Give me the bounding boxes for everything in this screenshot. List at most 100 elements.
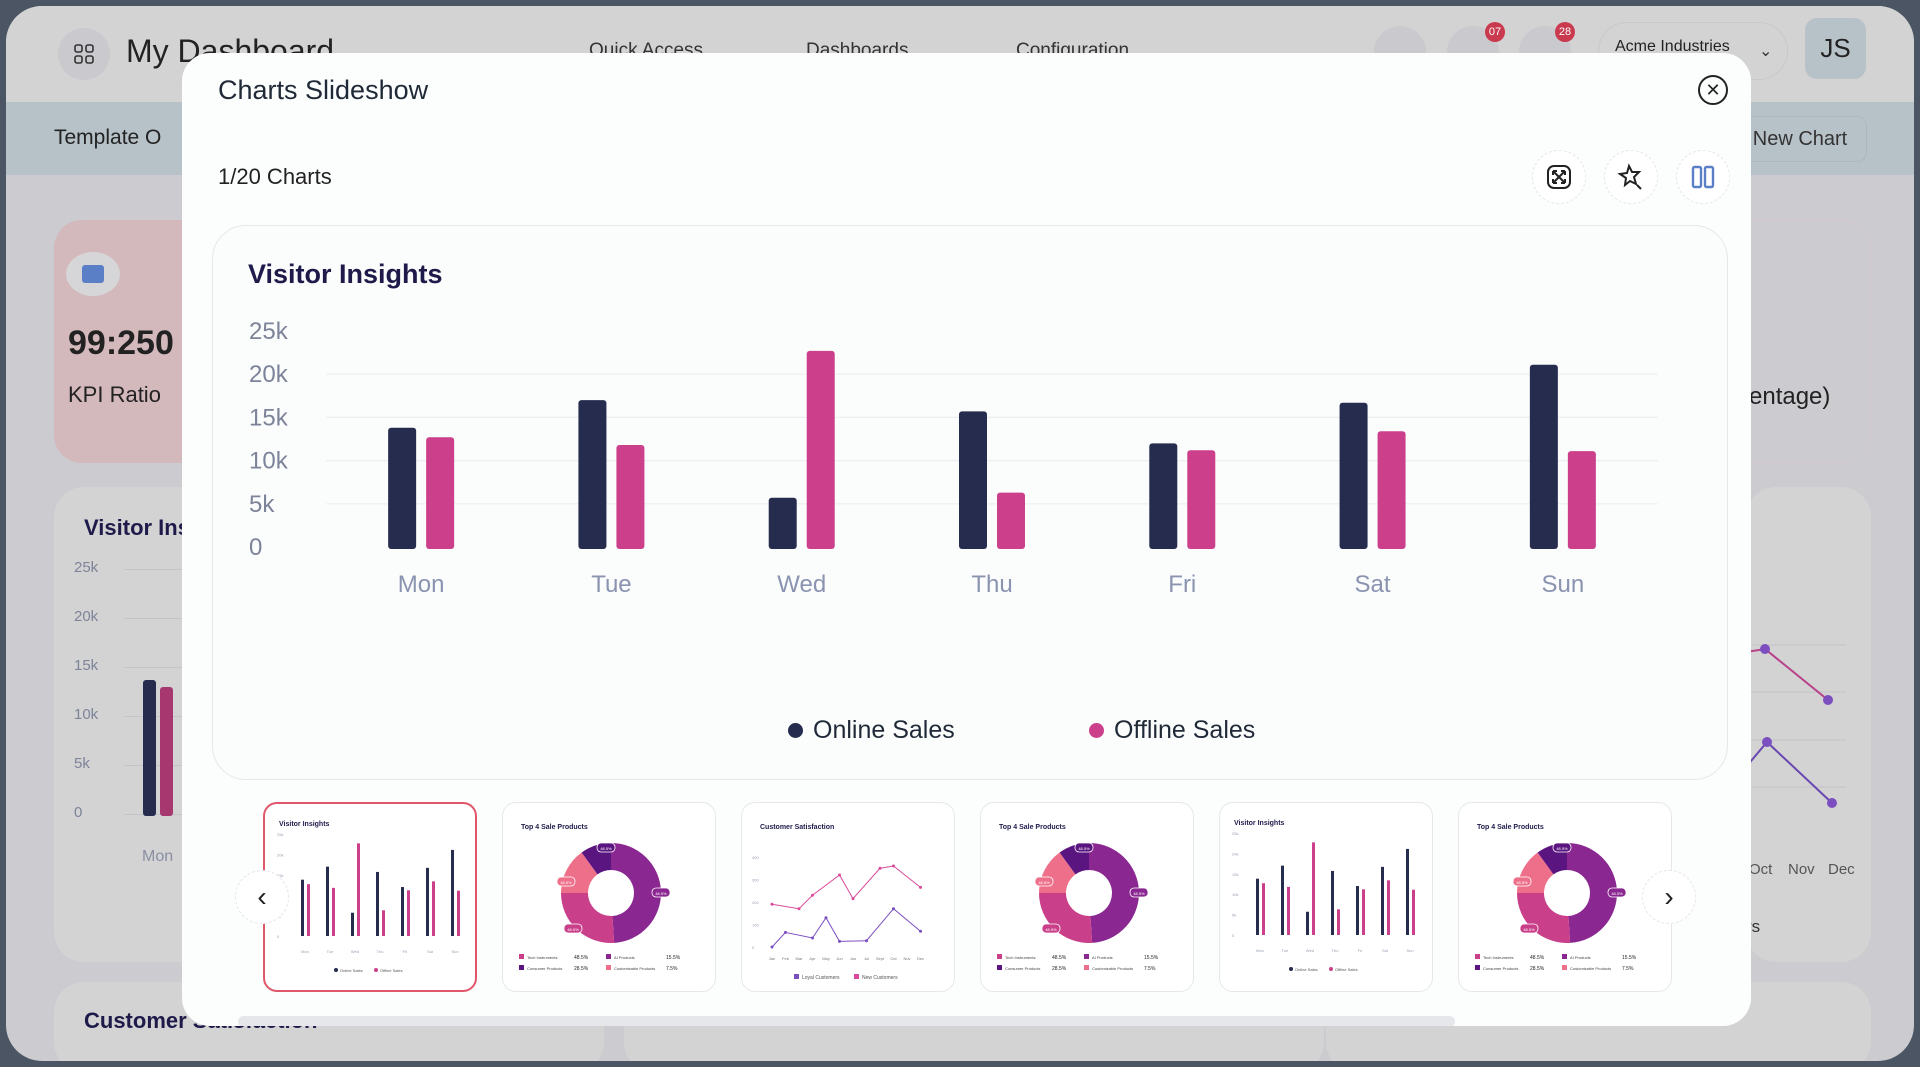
thumb-legend-label: Loyal Customers: [802, 975, 840, 981]
bar-online-wed: [768, 497, 797, 549]
thumb-y-tick: 25k: [277, 832, 283, 837]
thumbnail-scrollbar[interactable]: [238, 1016, 1455, 1026]
app-window: My Dashboard Quick Access Dashboards Con…: [6, 6, 1914, 1061]
thumb-point: [838, 939, 841, 943]
next-slide-button[interactable]: ›: [1642, 870, 1696, 924]
bg-x-label-dec: Dec: [1828, 861, 1855, 878]
thumb-bar: [382, 910, 385, 936]
customer-satisfaction-card-bg: Oct Nov Dec rs: [1746, 487, 1871, 962]
thumb-bar: [401, 887, 404, 936]
thumb-legend-label: AI Products: [1570, 955, 1591, 960]
bg-chart-title: Visitor Ins: [84, 515, 190, 540]
donut-slice: [611, 843, 661, 943]
thumb-legend-label: Consumer Products: [1005, 966, 1040, 971]
thumb-x-label: Mon: [301, 949, 309, 954]
thumbnail-bar-chart[interactable]: Visitor Insights25k20k15k10k5k0MonTueWed…: [263, 802, 477, 992]
avatar[interactable]: JS: [1805, 18, 1866, 79]
thumb-bar: [357, 843, 360, 936]
thumb-title: Visitor Insights: [279, 821, 330, 828]
thumb-x-label: Jul: [864, 956, 869, 961]
columns-button[interactable]: [1676, 150, 1730, 204]
thumbnail-donut-chart[interactable]: Top 4 Sale Products 48.5% 48.5% 48.5% 48.5% T…: [1458, 802, 1672, 992]
bg-bar-online: [143, 680, 156, 816]
fullscreen-button[interactable]: [1532, 150, 1586, 204]
thumb-legend-swatch: [606, 954, 611, 959]
bg-y-tick: 10k: [74, 706, 99, 723]
donut-slice: [1089, 843, 1139, 943]
donut-slice: [1517, 893, 1571, 943]
thumb-legend-value: 28.5%: [574, 966, 589, 972]
chevron-left-icon: ‹: [257, 881, 267, 912]
thumb-legend-label: Consumer Products: [527, 966, 562, 971]
slice-label: 48.5%: [560, 880, 572, 885]
bg-y-tick: 20k: [74, 608, 99, 625]
thumb-legend-label: Online Sales: [1295, 967, 1318, 972]
thumb-legend-swatch: [794, 974, 799, 979]
thumb-point: [919, 929, 922, 933]
bg-y-tick: 0: [74, 804, 83, 821]
thumb-legend-label: Consumer Products: [1483, 966, 1518, 971]
thumb-y-tick: 200: [752, 900, 759, 905]
thumb-legend-label: Tech Instruments: [527, 955, 557, 960]
thumb-x-label: Sat: [427, 949, 434, 954]
thumb-x-label: Sun: [451, 949, 458, 954]
thumb-legend-value: 48.5%: [1052, 955, 1067, 961]
legend-offline[interactable]: Offline Sales: [1089, 716, 1255, 745]
thumb-legend-value: 7.5%: [1144, 966, 1156, 972]
thumb-y-tick: 100: [752, 923, 759, 928]
thumb-legend-swatch: [997, 965, 1002, 970]
thumb-y-tick: 15k: [1232, 872, 1238, 877]
thumbnail-line-chart[interactable]: Customer Satisfaction 400 300 200 100 0 Jan Feb…: [741, 802, 955, 992]
bg-y-tick: 5k: [74, 755, 90, 772]
apps-grid-icon[interactable]: [58, 28, 110, 80]
bar-offline-fri: [1187, 450, 1216, 549]
thumb-point: [892, 864, 895, 868]
thumb-bar: [1262, 883, 1265, 935]
company-name: Acme Industries: [1615, 38, 1730, 55]
close-icon[interactable]: ✕: [1698, 75, 1728, 105]
slice-label: 48.5%: [1078, 846, 1090, 851]
thumb-x-label: Tue: [327, 949, 335, 954]
thumb-x-label: Sun: [1406, 948, 1413, 953]
magic-button[interactable]: [1604, 150, 1658, 204]
thumb-x-label: Jun: [836, 956, 842, 961]
thumbnail-svg: Top 4 Sale Products 48.5% 48.5% 48.5% 48.5% T…: [997, 824, 1159, 972]
slice-label-bg: [1607, 887, 1627, 898]
thumb-bar: [1362, 889, 1365, 935]
charts-slideshow-modal: Charts Slideshow ✕ 1/20 Charts Visitor I…: [182, 53, 1751, 1026]
thumb-legend-value: 28.5%: [1530, 966, 1545, 972]
legend-online-label: Online Sales: [813, 716, 955, 744]
thumbnail-donut-chart[interactable]: Top 4 Sale Products 48.5% 48.5% 48.5% 48.5% T…: [980, 802, 1194, 992]
thumb-bar: [1412, 889, 1415, 935]
thumb-x-label: May: [822, 956, 830, 961]
thumb-legend-label: Online Sales: [340, 968, 363, 973]
slice-label-bg: [556, 876, 576, 887]
thumb-bar: [432, 881, 435, 936]
thumb-x-label: Fri: [403, 949, 408, 954]
slice-label: 48.5%: [567, 927, 579, 932]
thumb-legend-swatch: [997, 954, 1002, 959]
slice-label-bg: [1519, 923, 1539, 934]
new-chart-button[interactable]: New Chart: [1733, 116, 1867, 162]
bar-offline-thu: [997, 492, 1025, 549]
thumb-x-label: Sept: [876, 956, 885, 961]
thumb-legend-label: Customizable Products: [1092, 966, 1133, 971]
prev-slide-button[interactable]: ‹: [235, 870, 289, 924]
bar-offline-mon: [426, 437, 455, 549]
thumb-point: [878, 866, 882, 870]
thumb-bar: [1306, 911, 1309, 935]
percentage-card-text: entage): [1749, 383, 1831, 410]
slice-label: 48.5%: [655, 891, 667, 896]
thumb-title: Top 4 Sale Products: [521, 824, 588, 831]
fullscreen-icon: [1547, 165, 1571, 189]
thumb-bar: [451, 849, 454, 936]
bar-online-sat: [1339, 402, 1368, 549]
thumbnail-donut-chart[interactable]: Top 4 Sale Products 48.5% 48.5% 48.5% 48.5% T…: [502, 802, 716, 992]
slice-label: 48.5%: [1038, 880, 1050, 885]
thumb-legend-swatch: [1475, 965, 1480, 970]
thumb-x-label: Dec: [917, 956, 924, 961]
legend-online[interactable]: Online Sales: [788, 716, 955, 745]
thumb-x-label: Mon: [1256, 948, 1264, 953]
donut-slice: [1567, 843, 1617, 943]
